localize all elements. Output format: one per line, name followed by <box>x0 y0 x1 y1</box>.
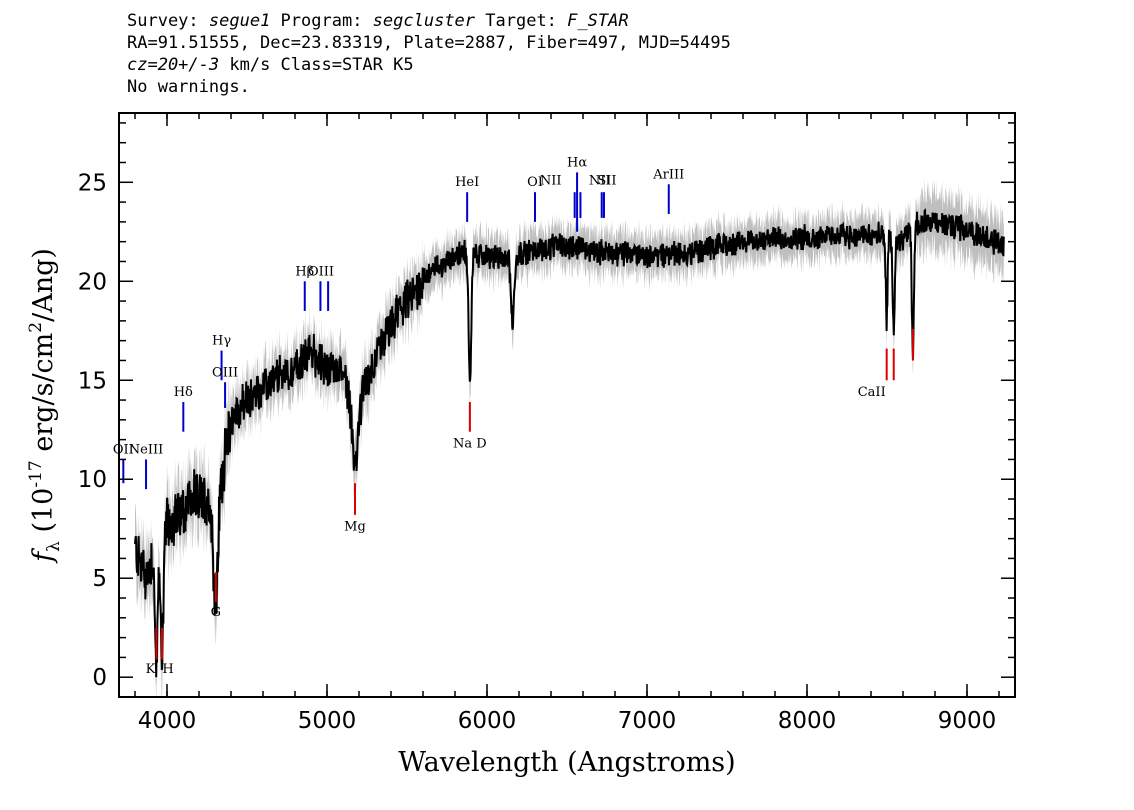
emission-line-label: OIII <box>308 264 334 279</box>
absorption-line-label: Mg <box>344 520 366 535</box>
y-label-sup2: 2 <box>26 322 46 333</box>
y-tick-label: 20 <box>78 269 107 295</box>
flux-layer <box>134 208 1005 678</box>
survey-value: segue1 <box>208 11 271 31</box>
header-line-1: Survey: segue1 Program: segcluster Targe… <box>127 10 731 32</box>
y-label-f: f <box>28 548 59 564</box>
emission-line-label: SII <box>597 173 616 188</box>
x-tick-label: 4000 <box>138 708 197 734</box>
header-line-3: cz=20+/-3 km/s Class=STAR K5 <box>127 54 731 76</box>
y-tick-label: 5 <box>92 566 107 592</box>
header-line-2: RA=91.51555, Dec=23.83319, Plate=2887, F… <box>127 33 731 53</box>
header-line-4: No warnings. <box>127 77 250 97</box>
target-label: Target: <box>475 11 568 31</box>
y-label-mid: erg/s/cm <box>28 333 59 461</box>
emission-line-label: NII <box>540 173 562 188</box>
x-tick-label: 9000 <box>938 708 997 734</box>
y-tick-label: 15 <box>78 368 107 394</box>
emission-line-label: OIII <box>212 365 238 380</box>
survey-label: Survey: <box>127 11 209 31</box>
emission-line-label: Hγ <box>212 334 231 349</box>
class-text: km/s Class=STAR K5 <box>219 55 414 75</box>
y-tick-label: 10 <box>78 467 107 493</box>
absorption-line-label: H <box>162 662 173 677</box>
y-axis-label: fλ (10-17 erg/s/cm2/Ang) <box>26 248 64 564</box>
y-tick-label: 0 <box>92 665 107 691</box>
emission-line-label: Hδ <box>174 385 193 400</box>
y-label-sup: -17 <box>26 460 46 487</box>
emission-line-label: NII <box>589 173 611 188</box>
x-tick-label: 6000 <box>458 708 517 734</box>
axes: 4000 5000 6000 7000 8000 9000 0 5 10 15 20 25 <box>78 113 1015 734</box>
y-label-sub: λ <box>44 541 64 552</box>
program-label: Program: <box>270 11 373 31</box>
x-axis-label: Wavelength (Angstroms) <box>398 747 735 778</box>
emission-line-label: Hα <box>567 155 587 170</box>
absorption-line-label: K <box>146 662 156 677</box>
x-tick-label: 8000 <box>778 708 837 734</box>
redshift-value: cz=20+/-3 <box>127 55 220 75</box>
target-value: F_STAR <box>567 11 629 31</box>
x-tick-label: 7000 <box>618 708 677 734</box>
y-tick-label: 25 <box>78 170 107 196</box>
plot-frame <box>118 112 1016 698</box>
emission-line-label: OI <box>527 175 543 190</box>
y-label-post: /Ang) <box>28 248 59 322</box>
absorption-line-label: Na D <box>453 437 487 452</box>
flux-series <box>134 208 1005 678</box>
plot-header: Survey: segue1 Program: segcluster Targe… <box>127 10 731 98</box>
emission-line-label: ArIII <box>652 167 684 182</box>
emission-line-label: Hβ <box>295 264 314 279</box>
absorption-line-label: CaII <box>858 385 886 400</box>
emission-line-label: HeI <box>455 175 479 190</box>
y-label-pre: (10 <box>28 488 59 541</box>
emission-line-label: NeIII <box>129 443 163 458</box>
absorption-line-label: G <box>211 605 221 620</box>
program-value: segcluster <box>372 11 476 31</box>
x-tick-label: 5000 <box>298 708 357 734</box>
